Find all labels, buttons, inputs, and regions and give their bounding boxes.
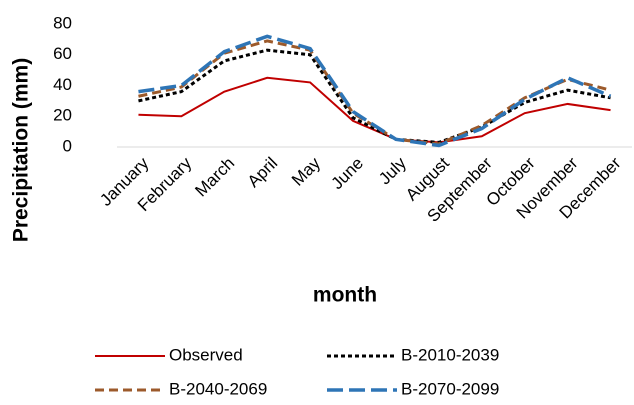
y-axis-title: Precipitation (mm) bbox=[10, 58, 33, 242]
y-tick-label: 0 bbox=[63, 136, 72, 155]
x-tick-label: July bbox=[375, 153, 410, 188]
y-tick-label: 20 bbox=[53, 106, 72, 125]
y-tick-label: 80 bbox=[53, 13, 72, 32]
series-line bbox=[138, 76, 611, 144]
legend-label: B-2070-2099 bbox=[401, 379, 499, 398]
x-tick-label: June bbox=[328, 154, 368, 194]
legend-label: B-2040-2069 bbox=[169, 379, 267, 398]
series-line bbox=[138, 48, 611, 144]
legend-label: B-2010-2039 bbox=[401, 345, 499, 364]
legend-label: Observed bbox=[169, 345, 243, 364]
y-tick-label: 40 bbox=[53, 75, 72, 94]
x-tick-label: April bbox=[244, 154, 281, 191]
x-tick-label: March bbox=[191, 154, 238, 201]
x-tick-label: May bbox=[288, 153, 324, 189]
x-axis-title: month bbox=[313, 284, 377, 307]
y-tick-label: 60 bbox=[53, 44, 72, 63]
series-line bbox=[138, 34, 612, 148]
